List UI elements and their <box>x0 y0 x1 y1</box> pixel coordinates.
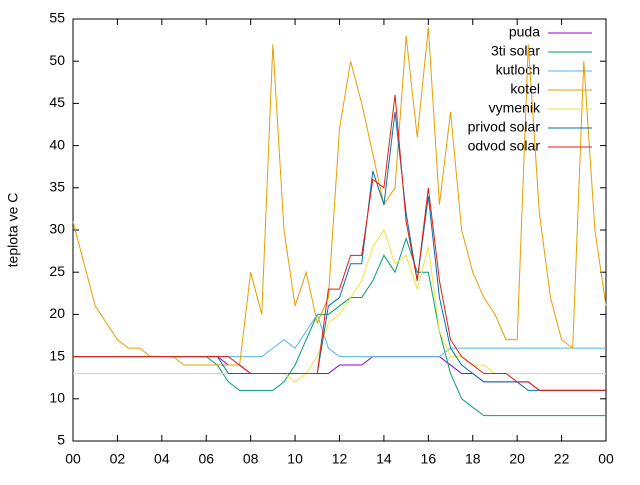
legend-label: kotel <box>510 81 540 97</box>
y-tick-label: 25 <box>49 263 65 279</box>
x-tick-label: 20 <box>509 451 525 467</box>
x-tick-label: 08 <box>243 451 259 467</box>
legend-label: privod solar <box>468 119 541 135</box>
x-tick-label: 10 <box>287 451 303 467</box>
x-tick-label: 18 <box>465 451 481 467</box>
y-tick-label: 40 <box>49 136 65 152</box>
x-tick-label: 00 <box>598 451 614 467</box>
y-tick-label: 10 <box>49 390 65 406</box>
y-tick-label: 15 <box>49 347 65 363</box>
y-tick-label: 20 <box>49 305 65 321</box>
y-tick-label: 45 <box>49 94 65 110</box>
x-tick-label: 06 <box>198 451 214 467</box>
y-tick-label: 30 <box>49 221 65 237</box>
plot-border <box>72 18 607 442</box>
y-axis-label: teplota ve C <box>5 193 21 268</box>
x-tick-label: 16 <box>421 451 437 467</box>
y-tick-label: 55 <box>49 10 65 26</box>
legend-label: puda <box>509 24 540 40</box>
x-tick-label: 04 <box>154 451 170 467</box>
x-tick-label: 00 <box>65 451 81 467</box>
legend-label: 3ti solar <box>491 43 540 59</box>
y-tick-label: 35 <box>49 179 65 195</box>
x-tick-label: 12 <box>332 451 348 467</box>
series-line <box>73 228 606 383</box>
series-line <box>73 94 606 391</box>
x-tick-label: 22 <box>554 451 570 467</box>
y-tick-label: 50 <box>49 52 65 68</box>
legend-label: kutloch <box>496 62 540 78</box>
x-tick-label: 14 <box>376 451 392 467</box>
legend-label: odvod solar <box>468 138 541 154</box>
y-tick-label: 5 <box>57 432 65 448</box>
x-tick-label: 02 <box>110 451 126 467</box>
legend-label: vymenik <box>489 100 541 116</box>
series-line <box>73 313 606 358</box>
